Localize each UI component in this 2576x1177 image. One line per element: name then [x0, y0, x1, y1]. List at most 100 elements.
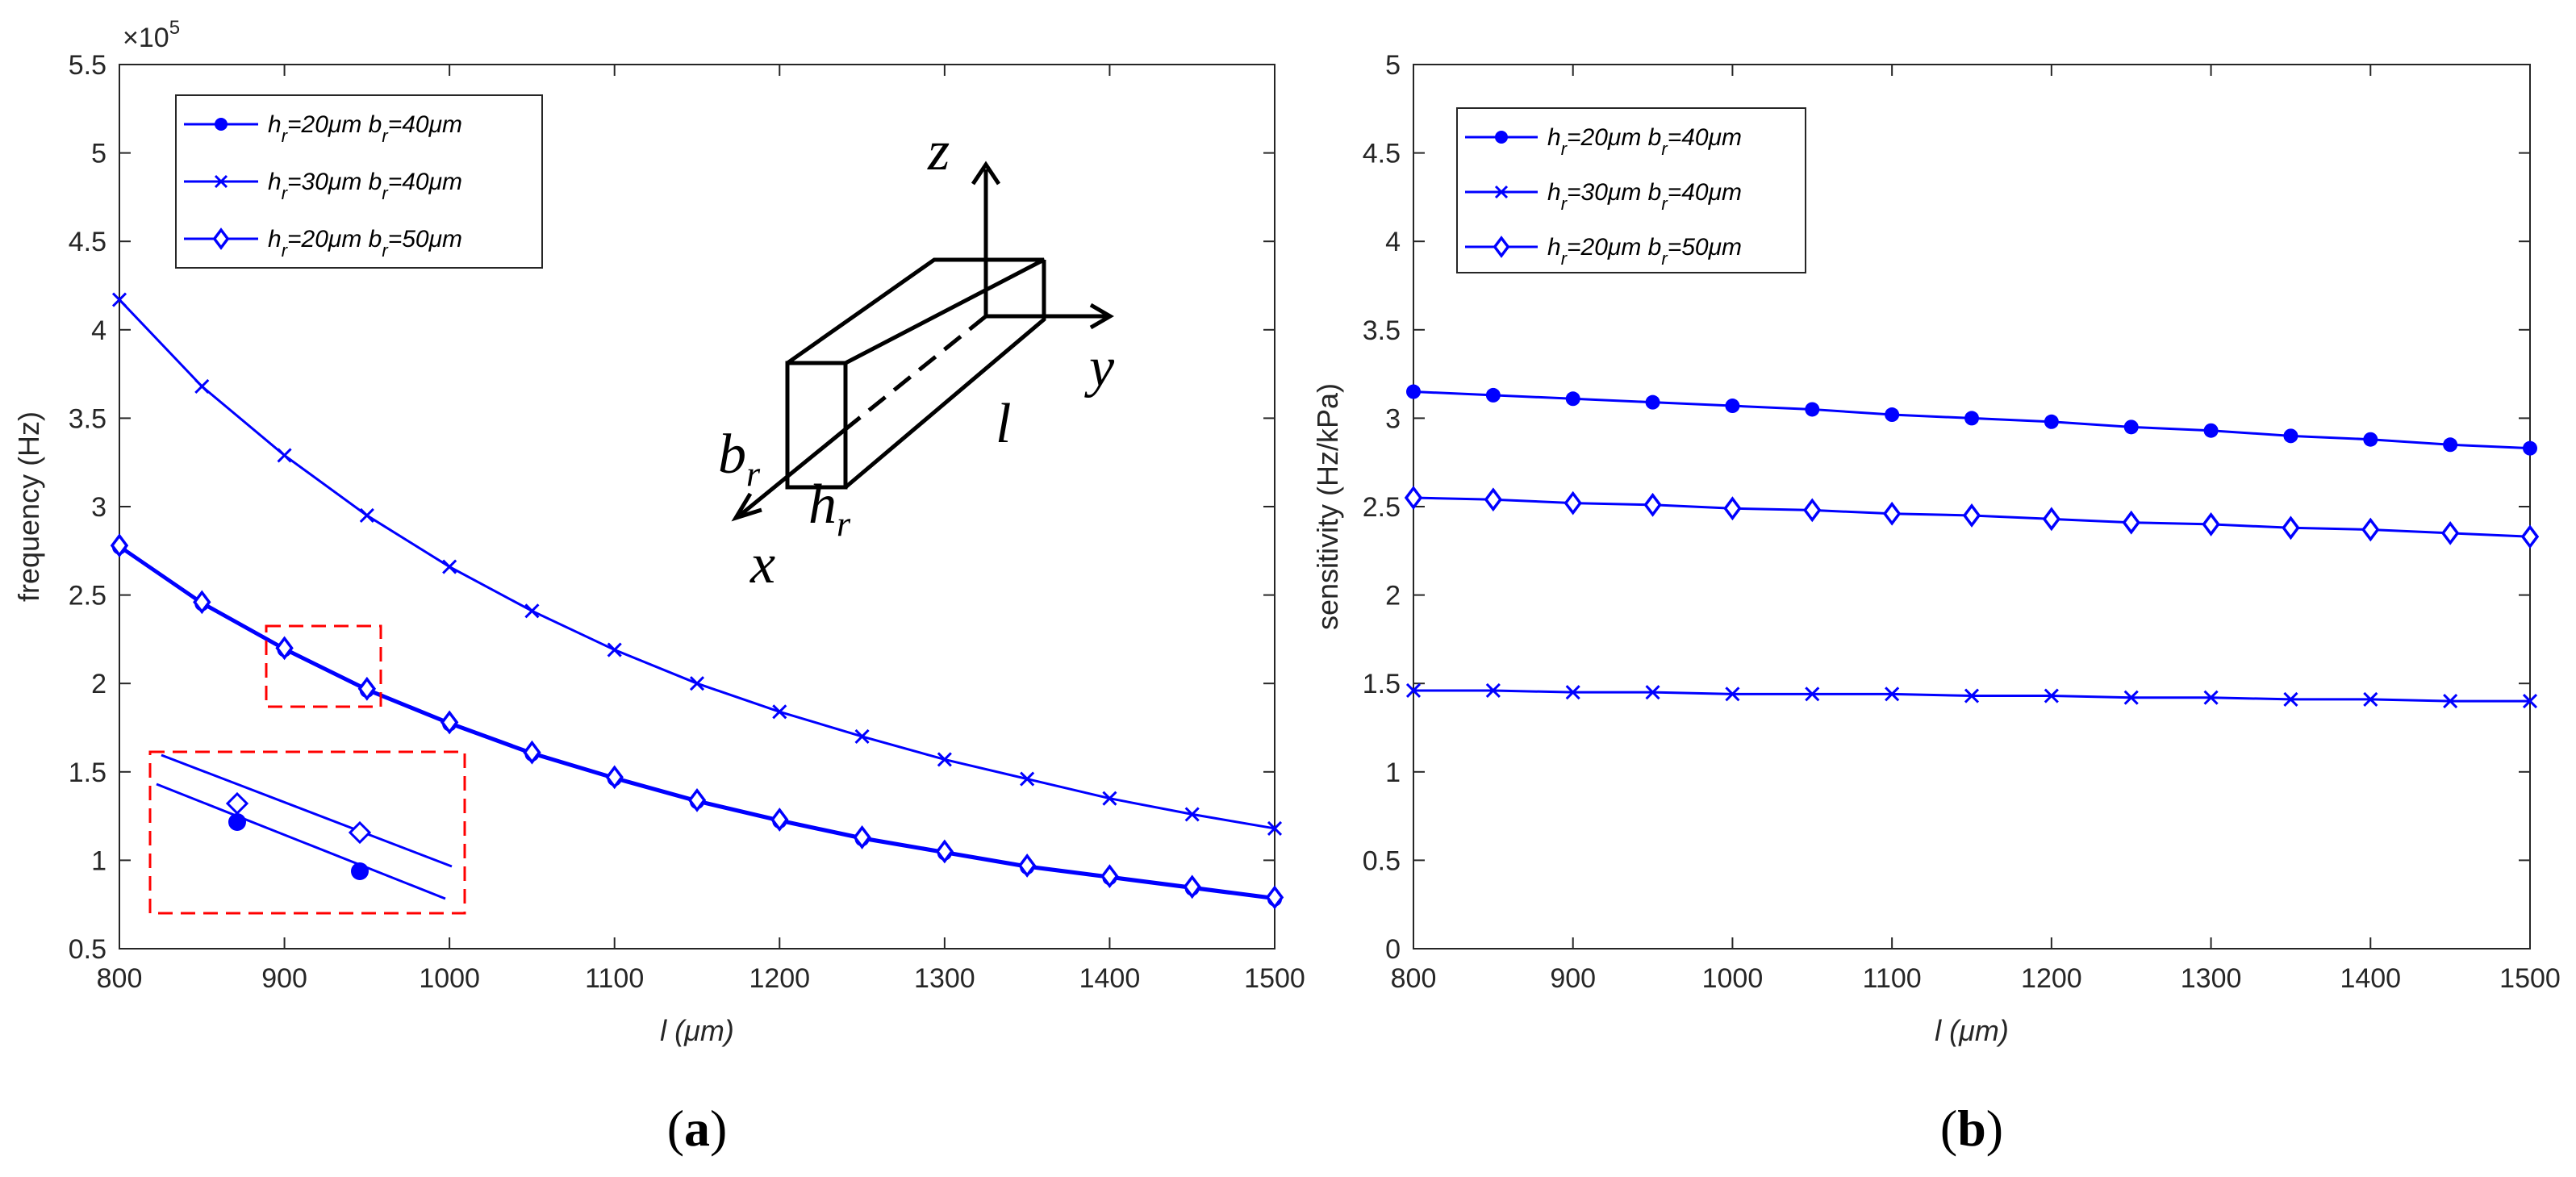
x-tick-label: 800 [1391, 963, 1437, 994]
marker-x [1725, 687, 1740, 702]
panel-a-y-ticks: 0.5 1 1.5 2 2.5 3 3.5 4 4.5 5 5.5 [69, 50, 1275, 965]
y-tick-label: 5 [1385, 50, 1401, 81]
zoom-inset-dot-marker [351, 862, 369, 880]
marker-dot [2044, 414, 2059, 429]
marker-diamond [523, 740, 541, 765]
marker-dot [2203, 423, 2219, 438]
schematic-b-label: br [718, 424, 761, 494]
x-tick-label: 1000 [1702, 963, 1764, 994]
marker-diamond [1484, 487, 1503, 512]
y-tick-label: 1 [1385, 758, 1401, 788]
panel-a-legend-items: hr=20μm br=40μm hr=30μm br=40μm hr=20μm br… [184, 111, 462, 261]
marker-x [2283, 691, 2298, 707]
legend-entry: hr=30μm br=40μm [1465, 179, 1742, 214]
marker-dot [1485, 387, 1501, 403]
panel-b-legend: hr=20μm br=40μm hr=30μm br=40μm hr=20μm br… [1456, 107, 1806, 273]
legend-entry: hr=20μm br=40μm [184, 111, 462, 146]
y-tick-label: 4 [1385, 227, 1401, 257]
marker-diamond [687, 787, 707, 812]
marker-diamond [1962, 503, 1981, 528]
marker-diamond [1265, 885, 1284, 910]
x-tick-label: 1500 [1244, 963, 1305, 994]
marker-x [1565, 685, 1580, 700]
panel-a-x-axis-label: l (μm) [660, 1014, 734, 1047]
marker-x [2443, 694, 2458, 709]
marker-x [1964, 688, 1980, 703]
marker-x [1805, 687, 1820, 702]
marker-dot [1406, 384, 1421, 399]
panel-a-y-axis-label: frequency (Hz) [12, 411, 45, 602]
marker-diamond [357, 676, 377, 701]
marker-dot [215, 118, 228, 131]
y-tick-label: 3 [91, 492, 106, 523]
x-tick-label: 1000 [419, 963, 480, 994]
y-tick-label: 2.5 [1363, 492, 1401, 523]
marker-diamond [1643, 492, 1662, 517]
zoom-inset-diamond-marker [225, 791, 249, 816]
legend-label: hr=20μm br=50μm [268, 226, 462, 261]
panel-a-x-ticks: 800 900 1000 1100 1200 1300 1400 1500 [97, 65, 1305, 994]
marker-diamond [2042, 507, 2061, 532]
marker-diamond [605, 765, 624, 790]
marker-x [524, 603, 540, 619]
schematic-h-label: hr [808, 474, 851, 544]
series-dot [1406, 384, 2537, 456]
marker-x [1102, 791, 1117, 806]
schematic-x-label: x [749, 533, 775, 595]
marker-diamond [935, 839, 954, 864]
zoom-inset [148, 750, 466, 915]
marker-diamond [1404, 486, 1423, 510]
x-tick-label: 1300 [2181, 963, 2242, 994]
panel-b-legend-box [1456, 107, 1806, 273]
marker-diamond [2520, 524, 2540, 549]
beam-schematic [731, 161, 1114, 522]
zoom-inset-line-lower [156, 783, 446, 900]
marker-x [2522, 694, 2538, 709]
legend-entry: hr=20μm br=50μm [184, 226, 462, 261]
marker-x [442, 559, 457, 574]
marker-diamond [1564, 490, 1582, 515]
marker-x [214, 174, 228, 189]
marker-diamond [1882, 501, 1902, 526]
x-arrow-head [731, 492, 762, 522]
panel-b-label: (b) [1940, 1100, 2003, 1157]
zoom-inset-line-upper [161, 753, 453, 868]
x-tick-label: 900 [1550, 963, 1596, 994]
panel-b-x-axis-label: l (μm) [1935, 1014, 2009, 1047]
y-tick-label: 1.5 [69, 758, 106, 788]
panel-a-label: (a) [667, 1100, 728, 1157]
panel-b-y-axis-label: sensitivity (Hz/kPa) [1311, 383, 1344, 630]
y-tick-label: 4.5 [1363, 139, 1401, 169]
y-tick-label: 2 [1385, 581, 1401, 611]
x-axis-arrow [739, 428, 847, 516]
marker-diamond [1183, 874, 1201, 899]
marker-diamond [1803, 498, 1822, 523]
beam-hidden-edge [844, 315, 987, 431]
panel-b-x-ticks: 800 900 1000 1100 1200 1300 1400 1500 [1391, 65, 2561, 994]
series-x [1405, 682, 2538, 709]
marker-dot [1805, 402, 1820, 417]
marker-x [194, 378, 210, 394]
marker-dot [2363, 432, 2378, 447]
marker-x [1020, 771, 1035, 787]
schematic-z-label: z [927, 120, 950, 182]
marker-dot [2443, 437, 2458, 453]
marker-x [111, 292, 127, 307]
marker-diamond [212, 227, 230, 250]
marker-diamond [2282, 515, 2300, 541]
legend-label: hr=30μm br=40μm [268, 169, 462, 203]
marker-diamond [1493, 236, 1510, 258]
schematic-y-label: y [1084, 336, 1115, 399]
marker-dot [1495, 131, 1508, 144]
zoom-inset-diamond-marker [348, 820, 372, 845]
marker-x [1267, 820, 1283, 837]
x-tick-label: 900 [261, 963, 307, 994]
marker-x [937, 752, 952, 767]
panel-b-series-group [1404, 384, 2540, 709]
x-tick-label: 1200 [749, 963, 810, 994]
panel-b-y-ticks: 0 0.5 1 1.5 2 2.5 3 3.5 4 4.5 5 [1363, 50, 2530, 965]
y-tick-label: 2 [91, 669, 106, 699]
x-tick-label: 1100 [585, 963, 644, 994]
z-arrow-head [971, 161, 1001, 186]
panel-a-series-group [110, 292, 1284, 910]
